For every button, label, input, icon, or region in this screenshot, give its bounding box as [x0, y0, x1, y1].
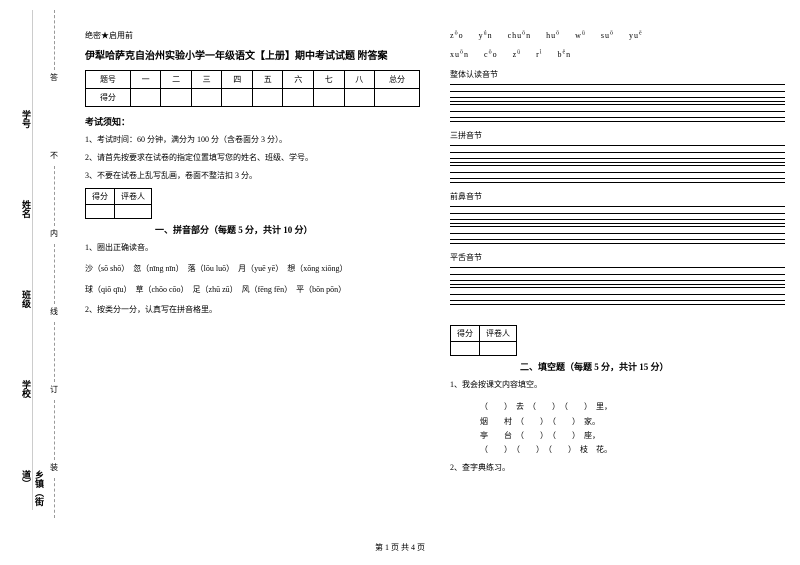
table-header: 题号: [86, 71, 131, 89]
table-row: 得分: [86, 89, 420, 107]
table-cell: 评卷人: [480, 326, 517, 342]
notice-item: 2、请首先按要求在试卷的指定位置填写您的姓名、班级、学号。: [85, 152, 420, 164]
pinyin-grid: [450, 267, 785, 285]
table-cell: 评卷人: [115, 189, 152, 205]
dotted-line: [54, 166, 55, 226]
pinyin-grid: [450, 104, 785, 122]
binding-mark: 不: [50, 150, 58, 161]
table-header: 四: [222, 71, 253, 89]
dotted-line: [54, 244, 55, 304]
question-text: 1、我会按课文内容填空。: [450, 379, 785, 392]
pinyin-grid: [450, 206, 785, 224]
pinyin-options: 沙（sō shō） 忽（nīng nīn） 落（lōu luō） 月（yuē y…: [85, 263, 420, 276]
confidential-text: 绝密★启用前: [85, 30, 420, 41]
category-label: 平舌音节: [450, 252, 785, 263]
pinyin-syllable: wū: [575, 31, 586, 40]
notice-item: 3、不要在试卷上乱写乱画，卷面不整洁扣 3 分。: [85, 170, 420, 182]
table-header: 总分: [375, 71, 420, 89]
pinyin-grid: [450, 84, 785, 102]
content: 绝密★启用前 伊犁哈萨克自治州实验小学一年级语文【上册】期中考试试题 附答案 题…: [85, 30, 785, 482]
pinyin-grid: [450, 145, 785, 163]
pinyin-syllable: yuē: [629, 31, 643, 40]
grader-table: 得分 评卷人: [85, 188, 152, 219]
table-cell: 得分: [86, 189, 115, 205]
fill-blank-line: 烟 村 （ ） （ ） 家。: [480, 415, 785, 429]
pinyin-grid: [450, 287, 785, 305]
pinyin-syllable: yún: [479, 31, 493, 40]
pinyin-row: xuōn cōo zū rì bēn: [450, 50, 785, 60]
table-header: 三: [191, 71, 222, 89]
category-label: 前鼻音节: [450, 191, 785, 202]
fill-blank-line: （ ） 去 （ ） （ ） 里，: [480, 400, 785, 414]
dotted-line: [54, 10, 55, 70]
pinyin-syllable: rì: [536, 50, 542, 59]
pinyin-options: 球（qiō qīu） 草（chōo cōo） 足（zhū zū） 风（fēng …: [85, 284, 420, 297]
fill-blank-line: （ ） （ ） （ ） 枝 花。: [480, 443, 785, 457]
exam-title: 伊犁哈萨克自治州实验小学一年级语文【上册】期中考试试题 附答案: [85, 47, 420, 62]
grader-table: 得分 评卷人: [450, 325, 517, 356]
dotted-line: [54, 478, 55, 518]
score-table: 题号 一 二 三 四 五 六 七 八 总分 得分: [85, 70, 420, 107]
question-text: 2、查字典练习。: [450, 462, 785, 475]
left-column: 绝密★启用前 伊犁哈萨克自治州实验小学一年级语文【上册】期中考试试题 附答案 题…: [85, 30, 420, 482]
page-footer: 第 1 页 共 4 页: [0, 542, 800, 553]
table-header: 七: [313, 71, 344, 89]
pinyin-row: zōo yún chuōn huō wū suō yuē: [450, 30, 785, 40]
question-text: 1、圈出正确读音。: [85, 242, 420, 255]
right-column: zōo yún chuōn huō wū suō yuē xuōn cōo zū…: [450, 30, 785, 482]
pinyin-syllable: zōo: [450, 31, 464, 40]
table-cell: 得分: [86, 89, 131, 107]
dotted-line: [54, 322, 55, 382]
binding-mark: 内: [50, 228, 58, 239]
dotted-line: [54, 400, 55, 460]
pinyin-grid: [450, 226, 785, 244]
table-header: 六: [283, 71, 314, 89]
category-label: 三拼音节: [450, 130, 785, 141]
section-title: 一、拼音部分（每题 5 分，共计 10 分）: [155, 223, 420, 236]
binding-margin: 乡镇（街道） 学校 班级 姓名 学号 答 不 内 线 订 装: [20, 10, 70, 510]
binding-label: 乡镇（街道）: [20, 470, 46, 510]
pinyin-syllable: zū: [513, 50, 522, 59]
fill-blank-line: 亭 台 （ ） （ ） 座，: [480, 429, 785, 443]
question-text: 2、按类分一分，认真写在拼音格里。: [85, 304, 420, 317]
pinyin-syllable: bēn: [557, 50, 571, 59]
notice-item: 1、考试时间：60 分钟，满分为 100 分（含卷面分 3 分）。: [85, 134, 420, 146]
notice-title: 考试须知：: [85, 115, 420, 128]
table-cell: 得分: [451, 326, 480, 342]
table-row: 题号 一 二 三 四 五 六 七 八 总分: [86, 71, 420, 89]
binding-mark: 答: [50, 72, 58, 83]
section-title: 二、填空题（每题 5 分，共计 15 分）: [520, 360, 785, 373]
binding-line: [32, 10, 33, 510]
binding-mark: 订: [50, 384, 58, 395]
pinyin-syllable: cōo: [484, 50, 498, 59]
table-header: 五: [252, 71, 283, 89]
table-header: 一: [130, 71, 161, 89]
pinyin-syllable: chuōn: [508, 31, 532, 40]
table-header: 二: [161, 71, 192, 89]
binding-mark: 装: [50, 462, 58, 473]
pinyin-syllable: xuōn: [450, 50, 469, 59]
table-header: 八: [344, 71, 375, 89]
category-label: 整体认读音节: [450, 69, 785, 80]
pinyin-syllable: huō: [546, 31, 560, 40]
pinyin-syllable: suō: [601, 31, 614, 40]
binding-mark: 线: [50, 306, 58, 317]
exam-page: 乡镇（街道） 学校 班级 姓名 学号 答 不 内 线 订 装 绝密★启用前 伊犁…: [0, 0, 800, 565]
pinyin-grid: [450, 165, 785, 183]
